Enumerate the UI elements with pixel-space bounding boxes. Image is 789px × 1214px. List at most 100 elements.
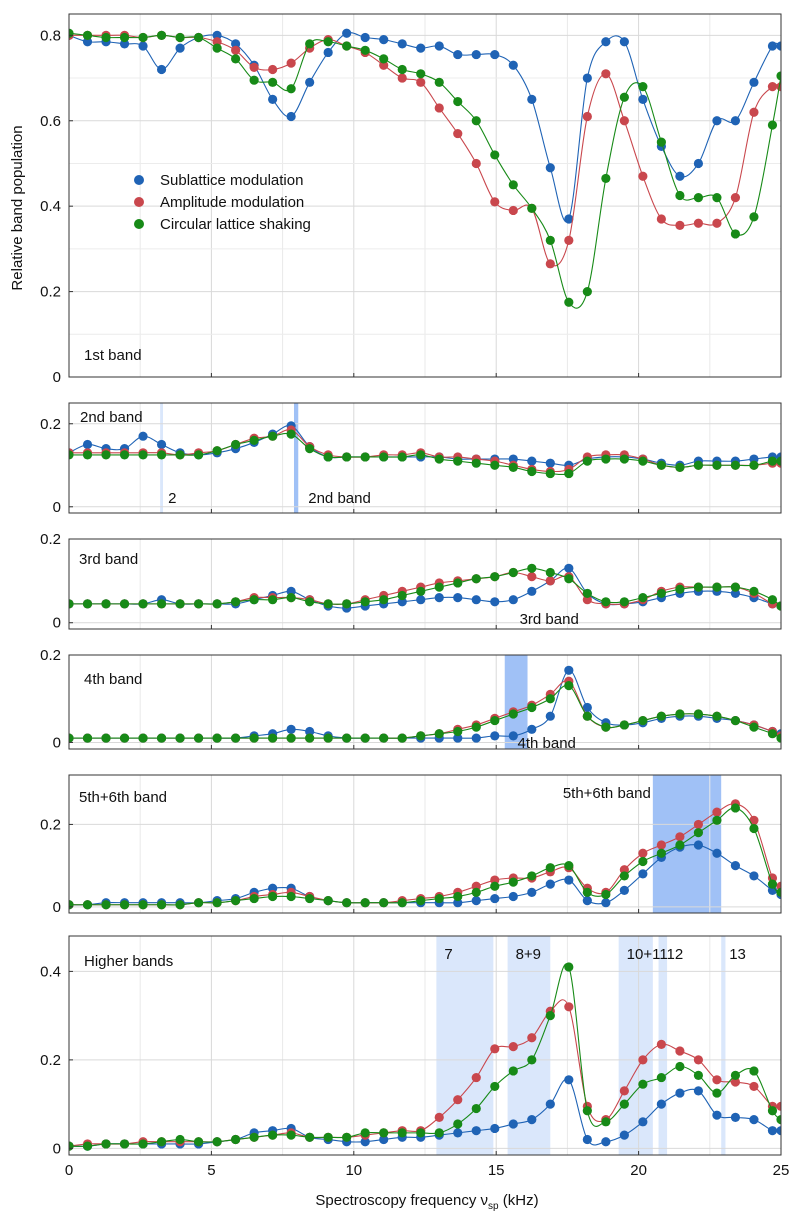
data-point bbox=[212, 599, 222, 609]
data-point bbox=[249, 1132, 259, 1142]
data-point bbox=[471, 1126, 481, 1136]
data-point bbox=[453, 578, 463, 588]
data-point bbox=[776, 733, 781, 743]
data-point bbox=[693, 1086, 704, 1096]
data-point bbox=[453, 49, 463, 60]
panel-5th-6th-band: 5th+6th band 0 0.2 5th+6th band bbox=[40, 774, 782, 916]
data-point bbox=[656, 1072, 666, 1083]
data-point bbox=[675, 190, 685, 201]
data-point bbox=[490, 460, 500, 470]
y-tick-label: 0.4 bbox=[40, 963, 61, 980]
data-point bbox=[490, 150, 500, 160]
data-point bbox=[156, 900, 167, 910]
y-tick-label: 0 bbox=[53, 615, 61, 632]
data-point bbox=[712, 848, 722, 858]
highlight-label-2nd-band: 2nd band bbox=[308, 490, 371, 507]
data-point bbox=[416, 896, 426, 906]
data-point bbox=[490, 1123, 500, 1134]
data-point bbox=[712, 807, 722, 817]
data-point bbox=[564, 1002, 574, 1012]
data-point bbox=[379, 733, 389, 743]
data-point bbox=[471, 595, 481, 605]
data-point bbox=[693, 582, 704, 592]
data-point bbox=[416, 595, 426, 605]
data-point bbox=[730, 116, 741, 126]
data-point bbox=[119, 450, 130, 460]
data-point bbox=[212, 37, 222, 47]
data-point bbox=[656, 214, 666, 224]
data-point bbox=[268, 431, 278, 441]
data-point bbox=[545, 259, 555, 269]
data-point bbox=[527, 702, 537, 713]
data-point bbox=[776, 456, 781, 466]
data-point bbox=[175, 900, 185, 910]
data-point bbox=[305, 444, 315, 454]
data-point bbox=[379, 1128, 389, 1138]
data-point bbox=[712, 711, 722, 721]
data-point bbox=[379, 1134, 389, 1145]
data-point bbox=[453, 1095, 463, 1105]
data-point bbox=[564, 574, 574, 584]
data-point bbox=[342, 898, 352, 908]
panel-frame bbox=[68, 935, 782, 1156]
data-point bbox=[564, 235, 574, 245]
data-point bbox=[212, 1137, 222, 1147]
data-point bbox=[693, 1070, 704, 1080]
data-point bbox=[490, 572, 500, 582]
data-point bbox=[601, 69, 611, 79]
panel-4th-band: 4th band 0 0.2 4th band bbox=[40, 647, 782, 752]
data-point bbox=[619, 116, 629, 126]
y-tick-label: 0.6 bbox=[40, 113, 61, 130]
data-point bbox=[286, 1130, 296, 1140]
data-point bbox=[119, 599, 130, 609]
data-point bbox=[268, 733, 278, 743]
data-point bbox=[693, 158, 704, 169]
data-point bbox=[323, 452, 333, 462]
data-point bbox=[249, 62, 259, 72]
data-point bbox=[776, 601, 781, 611]
data-point bbox=[564, 468, 574, 479]
data-point bbox=[453, 456, 463, 466]
data-point bbox=[490, 715, 500, 726]
data-point bbox=[619, 37, 629, 47]
data-point bbox=[101, 733, 111, 743]
data-point bbox=[527, 1055, 537, 1065]
data-point bbox=[490, 881, 500, 891]
data-point bbox=[305, 733, 315, 743]
data-point bbox=[508, 1119, 518, 1129]
data-point bbox=[749, 1115, 759, 1125]
data-point bbox=[175, 1134, 185, 1145]
data-point bbox=[749, 107, 759, 117]
data-point bbox=[675, 1046, 685, 1056]
data-point bbox=[416, 586, 426, 596]
data-point bbox=[693, 218, 704, 228]
data-point bbox=[749, 823, 759, 834]
data-point bbox=[564, 563, 574, 573]
data-point bbox=[471, 574, 481, 584]
highlight-band-7 bbox=[436, 936, 494, 1155]
x-tick-label: 20 bbox=[630, 1162, 647, 1179]
data-point bbox=[101, 900, 111, 910]
data-point bbox=[156, 30, 167, 40]
data-point bbox=[471, 1072, 481, 1083]
data-point bbox=[767, 1106, 778, 1116]
data-point bbox=[119, 733, 130, 743]
data-point bbox=[767, 120, 778, 130]
data-point bbox=[749, 871, 759, 881]
data-point bbox=[730, 460, 741, 470]
highlight-label-7: 7 bbox=[444, 946, 452, 963]
data-point bbox=[675, 1061, 685, 1072]
data-point bbox=[656, 588, 666, 599]
data-point bbox=[490, 1044, 500, 1054]
series-line-sublattice bbox=[69, 844, 781, 906]
data-point bbox=[638, 848, 648, 858]
data-point bbox=[82, 450, 93, 460]
data-point bbox=[175, 733, 185, 743]
data-point bbox=[527, 456, 537, 466]
data-point bbox=[342, 41, 352, 51]
data-point bbox=[397, 64, 407, 75]
data-point bbox=[156, 439, 167, 450]
data-point bbox=[212, 733, 222, 743]
data-point bbox=[249, 75, 259, 85]
